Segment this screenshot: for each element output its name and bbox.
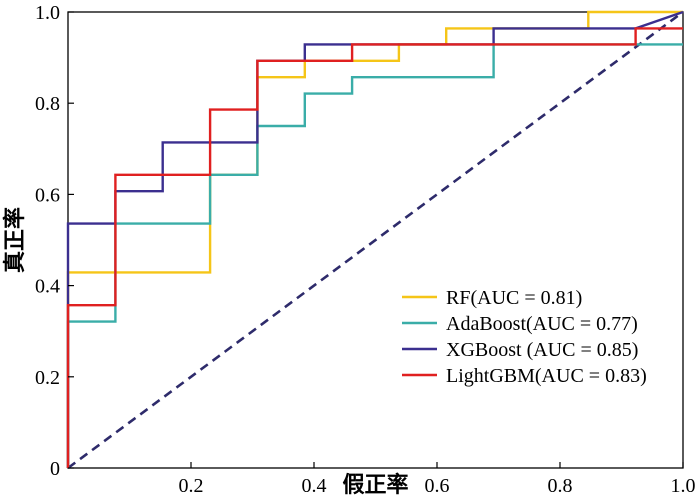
- series-line-4: [66, 27, 683, 468]
- x-tick-label: 1.0: [671, 475, 696, 496]
- legend-label: XGBoost (AUC = 0.85): [446, 339, 638, 361]
- x-tick-label: 0.2: [179, 475, 204, 496]
- y-tick-label: 0.6: [35, 184, 60, 206]
- x-tick-label: 0.4: [302, 475, 327, 496]
- legend-label: RF(AUC = 0.81): [446, 287, 582, 309]
- legend: RF(AUC = 0.81) AdaBoost(AUC = 0.77) XGBoos…: [402, 287, 647, 387]
- legend-label: AdaBoost(AUC = 0.77): [446, 313, 638, 335]
- y-tick-label: 1.0: [35, 2, 60, 24]
- y-axis-title: 真正率: [2, 207, 28, 273]
- reference-diagonal-line: [67, 10, 684, 470]
- y-axis-ticks: 0 0.2 0.4 0.6 0.8 1.0: [35, 2, 74, 480]
- y-tick-label: 0.8: [35, 93, 60, 115]
- y-tick-label: 0.4: [35, 276, 60, 298]
- x-axis-title: 假正率: [342, 472, 408, 496]
- legend-label: LightGBM(AUC = 0.83): [446, 365, 647, 387]
- x-axis-ticks: 0.2 0.4 0.6 0.8 1.0: [179, 462, 696, 496]
- y-tick-label: 0: [50, 458, 60, 480]
- y-tick-label: 0.2: [35, 367, 60, 389]
- x-tick-label: 0.6: [425, 475, 450, 496]
- series-line-2: [66, 43, 683, 468]
- reference-diagonal: [67, 10, 684, 470]
- series-lines: [66, 10, 684, 468]
- x-tick-label: 0.8: [548, 475, 573, 496]
